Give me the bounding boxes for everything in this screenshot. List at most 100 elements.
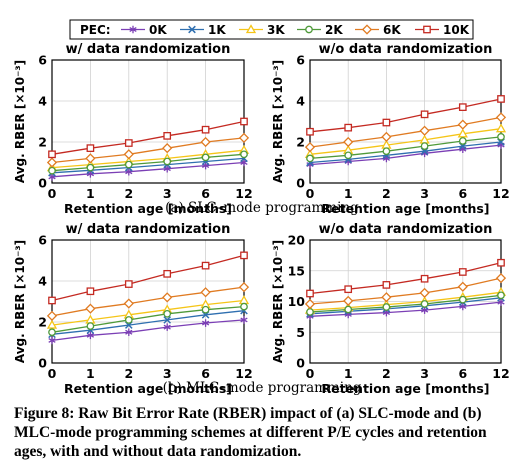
data-point bbox=[304, 298, 316, 310]
legend-label: 3K bbox=[267, 23, 285, 37]
series-line bbox=[51, 305, 245, 333]
series-line bbox=[309, 136, 502, 160]
data-point bbox=[381, 131, 392, 142]
series-line bbox=[309, 116, 502, 148]
series-0k bbox=[48, 316, 248, 345]
legend-entry-10k: 10K bbox=[415, 23, 470, 37]
series-2k bbox=[306, 133, 505, 163]
x-tick-label: 2 bbox=[124, 186, 133, 201]
data-point bbox=[86, 287, 95, 296]
data-point bbox=[240, 150, 248, 159]
data-point bbox=[344, 151, 353, 160]
data-point bbox=[163, 157, 172, 166]
x-tick-label: 3 bbox=[420, 366, 429, 381]
y-tick-label: 0 bbox=[38, 176, 47, 191]
data-point bbox=[240, 117, 248, 126]
y-tick-label: 2 bbox=[38, 135, 47, 150]
y-tick-label: 2 bbox=[38, 315, 47, 330]
data-point bbox=[201, 319, 210, 327]
chart-title: w/o data randomization bbox=[319, 222, 493, 237]
chart-title: w/o data randomization bbox=[319, 42, 493, 57]
x-tick-label: 6 bbox=[458, 186, 467, 201]
data-point bbox=[458, 137, 467, 145]
data-point bbox=[382, 118, 391, 127]
y-tick-label: 4 bbox=[296, 94, 305, 109]
legend-entry-0k: 0K bbox=[121, 23, 167, 37]
data-point bbox=[344, 123, 353, 132]
data-point bbox=[419, 125, 430, 136]
data-point bbox=[495, 123, 507, 133]
legend-entry-1k: 1K bbox=[180, 23, 226, 37]
data-point bbox=[497, 133, 505, 141]
data-point bbox=[163, 131, 172, 140]
data-point bbox=[382, 147, 391, 156]
x-tick-label: 1 bbox=[344, 366, 353, 381]
data-point bbox=[306, 308, 314, 316]
y-tick-label: 0 bbox=[296, 356, 305, 371]
legend-entry-3k: 3K bbox=[239, 23, 285, 37]
y-tick-label: 0 bbox=[296, 176, 305, 191]
series-line bbox=[309, 141, 502, 164]
series-line bbox=[309, 98, 502, 133]
data-point bbox=[344, 305, 353, 314]
x-tick-label: 12 bbox=[235, 366, 252, 381]
x-axis-label: Retention age [months] bbox=[321, 381, 489, 396]
legend-label: 6K bbox=[383, 23, 401, 37]
series-line bbox=[51, 286, 245, 317]
legend: PEC: 0K 1K 3K 2K 6K 10K bbox=[69, 19, 474, 40]
data-point bbox=[497, 291, 505, 300]
y-axis-label: Avg. RBER [×10⁻³] bbox=[13, 60, 27, 183]
data-point bbox=[201, 125, 210, 134]
data-point bbox=[46, 310, 58, 321]
series-line bbox=[51, 149, 245, 169]
series-line bbox=[51, 310, 245, 335]
series-0k bbox=[48, 158, 248, 181]
series-10k bbox=[48, 117, 248, 159]
data-point bbox=[48, 328, 56, 337]
legend-label: 1K bbox=[208, 23, 226, 37]
x-tick-label: 1 bbox=[86, 366, 95, 381]
series-line bbox=[51, 254, 245, 302]
data-point bbox=[382, 281, 391, 289]
data-point bbox=[163, 269, 172, 278]
series-line bbox=[309, 297, 502, 315]
x-tick-label: 0 bbox=[48, 366, 57, 381]
x-axis-label: Retention age [months] bbox=[321, 201, 489, 216]
series-2k bbox=[48, 150, 248, 175]
legend-box bbox=[69, 19, 474, 40]
data-point bbox=[306, 127, 314, 136]
data-point bbox=[124, 316, 133, 324]
diamond-marker bbox=[361, 24, 373, 35]
data-point bbox=[240, 302, 248, 311]
data-point bbox=[306, 154, 314, 163]
data-point bbox=[124, 280, 133, 288]
legend-entry-2k: 2K bbox=[297, 23, 343, 37]
data-point bbox=[458, 295, 467, 304]
y-axis-label: Avg. RBER [×10⁻³] bbox=[13, 240, 27, 363]
data-point bbox=[163, 309, 172, 318]
series-6k bbox=[46, 282, 250, 321]
data-point bbox=[86, 331, 95, 340]
data-point bbox=[240, 316, 248, 324]
data-point bbox=[86, 322, 95, 330]
data-point bbox=[419, 287, 430, 299]
data-point bbox=[304, 142, 316, 153]
series-line bbox=[51, 319, 245, 342]
x-tick-label: 3 bbox=[420, 186, 429, 201]
data-point bbox=[85, 153, 96, 164]
chart-title: w/ data randomization bbox=[66, 42, 231, 57]
series-10k bbox=[48, 251, 248, 305]
y-tick-label: 15 bbox=[288, 263, 305, 278]
data-point bbox=[85, 303, 96, 314]
x-tick-label: 2 bbox=[382, 186, 391, 201]
y-tick-label: 4 bbox=[38, 94, 47, 109]
data-point bbox=[86, 144, 95, 152]
series-line bbox=[51, 120, 245, 155]
x-tick-label: 3 bbox=[163, 186, 172, 201]
data-point bbox=[238, 282, 250, 293]
data-point bbox=[420, 300, 429, 308]
y-tick-label: 5 bbox=[296, 325, 305, 340]
